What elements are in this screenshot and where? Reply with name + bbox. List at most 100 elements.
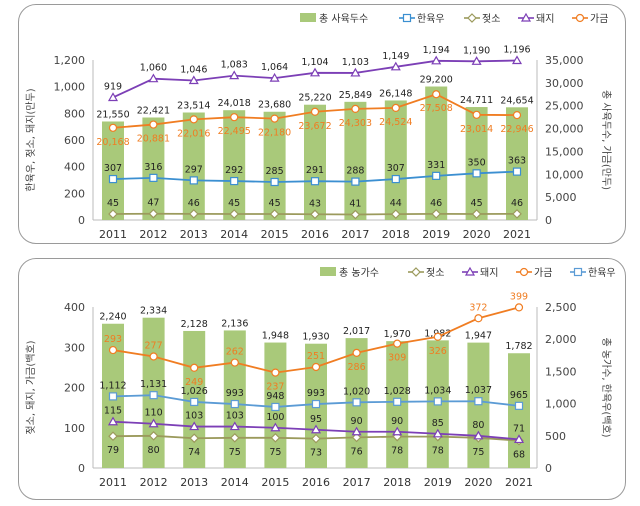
legend-label: 가금: [534, 267, 552, 279]
y-tick-left: 800: [64, 107, 85, 120]
y-tick-right: 1,500: [545, 365, 577, 378]
legend-label: 총 농가수: [339, 267, 379, 279]
y-tick-right: 20,000: [545, 123, 584, 136]
square-marker: [352, 398, 361, 407]
line-data-label: 919: [104, 81, 122, 92]
line-data-label: 78: [432, 446, 444, 457]
triangle-marker: [511, 55, 523, 65]
line-data-label: 1,131: [140, 379, 167, 390]
bar-data-label: 29,200: [420, 75, 453, 86]
diamond-marker: [512, 209, 522, 219]
y-tick-right: 5,000: [545, 191, 577, 204]
y-axis-title-right: 총 사육두수, 가금(만두): [600, 90, 612, 190]
legend-label: 총 사육두수: [319, 13, 368, 25]
line-data-label: 85: [432, 418, 444, 429]
x-tick-label: 2020: [463, 228, 491, 241]
triangle-marker: [432, 428, 443, 438]
triangle-marker: [513, 434, 525, 444]
square-marker: [514, 401, 524, 410]
legend-item: 가금: [516, 267, 552, 279]
line-data-label: 45: [107, 198, 119, 209]
y-tick-right: 10,000: [545, 168, 584, 181]
triangle-marker: [107, 416, 119, 426]
circle-marker: [519, 267, 529, 277]
bar: [384, 100, 407, 220]
line-data-label: 293: [104, 334, 122, 345]
y-tick-right: 0: [545, 462, 552, 475]
triangle-marker: [350, 67, 361, 77]
diamond-marker: [350, 209, 361, 220]
square-marker: [472, 169, 481, 178]
line-data-label: 24,524: [379, 117, 412, 128]
line-data-label: 73: [310, 448, 322, 459]
line-data-label: 22,946: [500, 124, 533, 135]
y-axis-title-left: 한육우, 젖소, 돼지(만두): [25, 88, 37, 191]
y-tick-left: 1,200: [54, 54, 86, 67]
line-data-label: 27,508: [420, 103, 453, 114]
triangle-marker: [520, 12, 532, 22]
x-tick-label: 2016: [301, 228, 329, 241]
triangle-marker: [351, 426, 362, 436]
line-data-label: 45: [269, 198, 281, 209]
circle-marker: [393, 339, 402, 348]
y-tick-left: 400: [64, 161, 85, 174]
diamond-marker: [351, 432, 362, 443]
legend-swatch: [320, 267, 336, 276]
square-marker: [433, 397, 442, 406]
diamond-marker: [471, 209, 482, 219]
line-data-label: 251: [307, 351, 325, 362]
legend-item: 가금: [572, 13, 608, 25]
line-data-label: 110: [145, 408, 163, 419]
legend-label: 돼지: [480, 267, 498, 279]
square-marker: [351, 177, 360, 186]
line-data-label: 46: [430, 198, 442, 209]
bar: [344, 101, 367, 220]
triangle-marker: [471, 56, 482, 65]
bar: [425, 86, 448, 220]
bar-data-label: 24,711: [460, 95, 493, 106]
line-data-label: 277: [145, 341, 163, 352]
line-data-label: 22,016: [177, 128, 210, 139]
line-data-label: 44: [390, 198, 402, 209]
line-data-label: 262: [226, 347, 244, 358]
line-data-label: 309: [388, 353, 406, 364]
line-data-label: 297: [185, 164, 203, 175]
line-data-label: 372: [469, 302, 487, 313]
line-data-label: 23,014: [460, 124, 493, 135]
x-tick-label: 2011: [99, 228, 127, 241]
line-data-label: 47: [147, 198, 159, 209]
line-data-label: 100: [266, 412, 284, 423]
x-tick-label: 2018: [383, 476, 411, 489]
line-data-label: 90: [391, 416, 403, 427]
bar: [506, 107, 528, 220]
circle-marker: [108, 123, 118, 132]
bar: [102, 121, 124, 220]
square-marker: [393, 397, 402, 406]
line-data-label: 80: [148, 445, 160, 456]
diamond-marker: [270, 432, 281, 443]
y-tick-right: 15,000: [545, 145, 584, 158]
y-tick-left: 0: [78, 214, 85, 227]
line-data-label: 103: [185, 411, 203, 422]
bar: [304, 104, 326, 220]
bar-data-label: 25,220: [298, 93, 331, 104]
y-axis-title-left: 젖소, 돼지, 가금(백호): [25, 340, 37, 434]
bar-data-label: 21,550: [96, 109, 129, 120]
bar: [465, 107, 488, 220]
x-tick-label: 2013: [180, 228, 208, 241]
line-data-label: 22,180: [258, 128, 291, 139]
diamond-marker: [411, 267, 421, 277]
bar-data-label: 2,128: [181, 319, 208, 330]
x-tick-label: 2013: [180, 476, 208, 489]
line-data-label: 307: [104, 163, 122, 174]
diamond-marker: [229, 209, 240, 219]
triangle-marker: [188, 75, 199, 85]
triangle-marker: [392, 426, 403, 436]
diamond-marker: [467, 13, 477, 23]
line-data-label: 307: [387, 163, 405, 174]
triangle-marker: [390, 61, 401, 71]
line-data-label: 43: [309, 198, 321, 209]
triangle-marker: [473, 430, 484, 440]
bar-data-label: 2,240: [99, 312, 126, 323]
